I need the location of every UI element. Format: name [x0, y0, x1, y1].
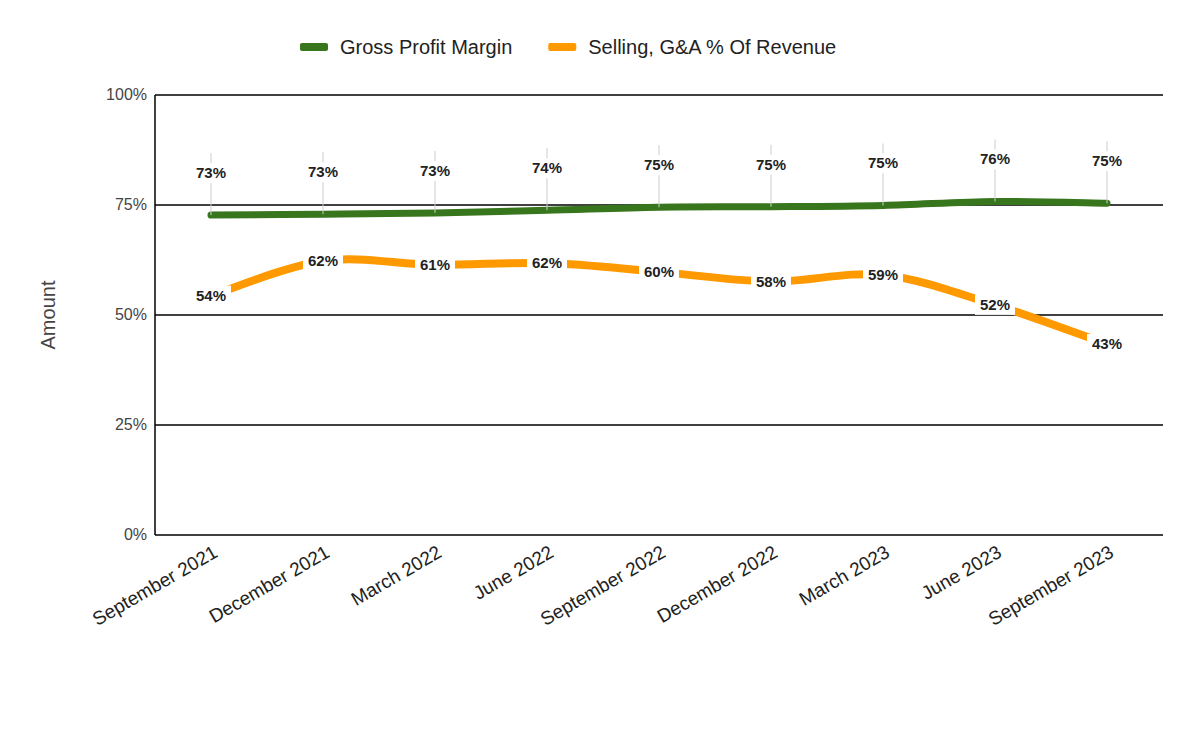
label-bg: [863, 153, 903, 173]
label-leader: [211, 153, 212, 215]
y-tick-label: 100%: [106, 86, 147, 103]
plot-area: [211, 201, 1107, 344]
chart: 0%25%50%75%100%AmountSeptember 2021Decem…: [0, 0, 1200, 741]
label-leader: [547, 148, 548, 210]
label-bg: [527, 253, 567, 273]
label-bg: [415, 161, 455, 181]
label-bg: [191, 286, 231, 306]
label-leader: [435, 151, 436, 213]
label-leader: [659, 145, 660, 207]
data-label: 75%: [1092, 152, 1122, 169]
data-label: 62%: [532, 254, 562, 271]
y-tick-label: 75%: [115, 196, 147, 213]
label-bg: [1087, 334, 1127, 354]
y-axis-title: Amount: [37, 280, 59, 349]
x-tick-label: June 2022: [470, 541, 557, 604]
data-label: 76%: [980, 150, 1010, 167]
label-bg: [1087, 151, 1127, 171]
y-tick-label: 0%: [124, 526, 147, 543]
y-axis-line: [154, 95, 156, 535]
label-bg: [975, 295, 1015, 315]
x-tick-label: September 2022: [537, 541, 669, 629]
data-label: 60%: [644, 263, 674, 280]
data-label: 75%: [868, 154, 898, 171]
data-labels: 73% 73% 73% 74% 75% 75% 75% 76% 75% 54% 62% 61% 62% 6…: [191, 139, 1127, 354]
label-bg: [863, 265, 903, 285]
data-label: 59%: [868, 266, 898, 283]
data-label: 61%: [420, 256, 450, 273]
data-label: 74%: [532, 159, 562, 176]
data-label: 58%: [756, 273, 786, 290]
grid-line: [155, 424, 1163, 426]
label-bg: [415, 255, 455, 275]
label-leader: [771, 145, 772, 207]
data-label: 54%: [196, 287, 226, 304]
data-label: 75%: [756, 156, 786, 173]
series-line: [211, 259, 1107, 344]
legend-swatch: [300, 43, 328, 51]
y-tick-label: 50%: [115, 306, 147, 323]
data-label: 75%: [644, 156, 674, 173]
data-label: 43%: [1092, 335, 1122, 352]
label-bg: [191, 163, 231, 183]
label-bg: [751, 155, 791, 175]
x-tick-label: September 2021: [89, 541, 221, 629]
label-leader: [323, 152, 324, 214]
data-label: 73%: [420, 162, 450, 179]
y-tick-label: 25%: [115, 416, 147, 433]
data-label: 62%: [308, 252, 338, 269]
label-bg: [639, 155, 679, 175]
label-leader: [1107, 141, 1108, 203]
label-bg: [303, 251, 343, 271]
label-bg: [303, 162, 343, 182]
x-tick-label: June 2023: [918, 541, 1005, 604]
grid-line: [155, 534, 1163, 536]
label-bg: [751, 272, 791, 292]
legend-swatch: [548, 43, 576, 51]
label-leader: [883, 143, 884, 205]
data-label: 73%: [196, 164, 226, 181]
label-bg: [527, 158, 567, 178]
data-label: 73%: [308, 163, 338, 180]
label-bg: [975, 149, 1015, 169]
x-tick-label: December 2022: [653, 541, 781, 627]
legend-label: Gross Profit Margin: [340, 36, 512, 58]
x-tick-label: March 2023: [796, 541, 893, 609]
x-tick-label: March 2022: [348, 541, 445, 609]
x-tick-label: September 2023: [985, 541, 1117, 629]
legend: Gross Profit Margin Selling, G&A % Of Rev…: [300, 36, 836, 58]
data-label: 52%: [980, 296, 1010, 313]
label-leader: [995, 139, 996, 201]
legend-label: Selling, G&A % Of Revenue: [588, 36, 836, 58]
grid-line: [155, 94, 1163, 96]
label-bg: [639, 262, 679, 282]
x-tick-label: December 2021: [205, 541, 333, 627]
